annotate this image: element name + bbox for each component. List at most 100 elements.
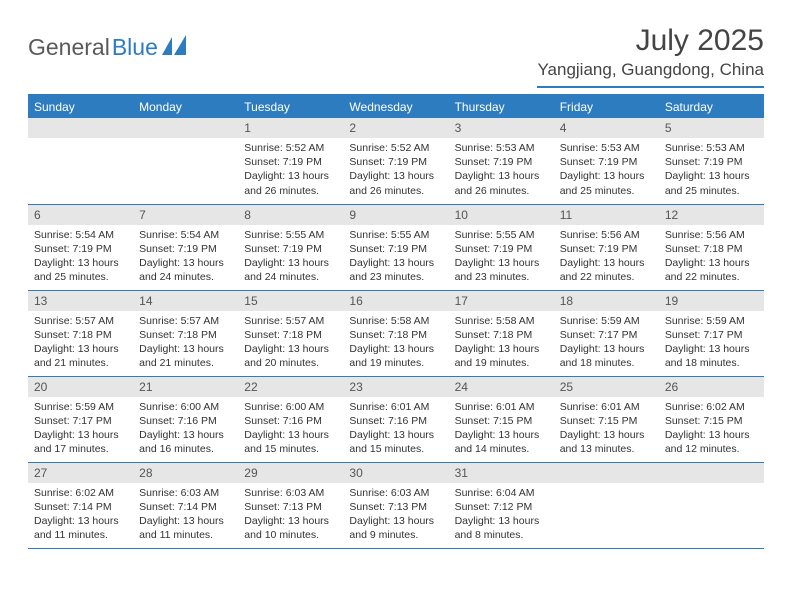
day-info bbox=[133, 138, 238, 194]
day-number bbox=[554, 463, 659, 483]
daylight-text: Daylight: 13 hours and 23 minutes. bbox=[455, 256, 548, 284]
sunrise-text: Sunrise: 5:54 AM bbox=[34, 228, 127, 242]
daylight-text: Daylight: 13 hours and 24 minutes. bbox=[139, 256, 232, 284]
day-info: Sunrise: 5:59 AMSunset: 7:17 PMDaylight:… bbox=[554, 311, 659, 375]
sunset-text: Sunset: 7:19 PM bbox=[560, 155, 653, 169]
sunset-text: Sunset: 7:18 PM bbox=[455, 328, 548, 342]
daylight-text: Daylight: 13 hours and 17 minutes. bbox=[34, 428, 127, 456]
calendar-cell: 1Sunrise: 5:52 AMSunset: 7:19 PMDaylight… bbox=[238, 118, 343, 204]
day-number: 22 bbox=[238, 377, 343, 397]
day-info: Sunrise: 6:01 AMSunset: 7:15 PMDaylight:… bbox=[449, 397, 554, 461]
day-number: 13 bbox=[28, 291, 133, 311]
day-info: Sunrise: 5:58 AMSunset: 7:18 PMDaylight:… bbox=[343, 311, 448, 375]
calendar-cell: 5Sunrise: 5:53 AMSunset: 7:19 PMDaylight… bbox=[659, 118, 764, 204]
day-number: 20 bbox=[28, 377, 133, 397]
calendar-cell bbox=[133, 118, 238, 204]
logo: GeneralBlue bbox=[28, 34, 188, 61]
sunrise-text: Sunrise: 5:56 AM bbox=[560, 228, 653, 242]
day-number: 12 bbox=[659, 205, 764, 225]
daylight-text: Daylight: 13 hours and 20 minutes. bbox=[244, 342, 337, 370]
calendar-row: 6Sunrise: 5:54 AMSunset: 7:19 PMDaylight… bbox=[28, 204, 764, 290]
calendar-cell: 20 Sunrise: 5:59 AMSunset: 7:17 PMDayligh… bbox=[28, 376, 133, 462]
day-info: Sunrise: 5:57 AMSunset: 7:18 PMDaylight:… bbox=[238, 311, 343, 375]
day-info: Sunrise: 5:53 AMSunset: 7:19 PMDaylight:… bbox=[449, 138, 554, 202]
daylight-text: Daylight: 13 hours and 10 minutes. bbox=[244, 514, 337, 542]
sunrise-text: Sunrise: 5:53 AM bbox=[665, 141, 758, 155]
day-info: Sunrise: 6:04 AMSunset: 7:12 PMDaylight:… bbox=[449, 483, 554, 547]
sunrise-text: Sunrise: 5:59 AM bbox=[560, 314, 653, 328]
day-info: Sunrise: 6:00 AMSunset: 7:16 PMDaylight:… bbox=[133, 397, 238, 461]
sunrise-text: Sunrise: 5:57 AM bbox=[139, 314, 232, 328]
sunset-text: Sunset: 7:19 PM bbox=[560, 242, 653, 256]
calendar-cell: 7Sunrise: 5:54 AMSunset: 7:19 PMDaylight… bbox=[133, 204, 238, 290]
daylight-text: Daylight: 13 hours and 22 minutes. bbox=[560, 256, 653, 284]
day-number: 7 bbox=[133, 205, 238, 225]
day-number: 9 bbox=[343, 205, 448, 225]
sunrise-text: Sunrise: 5:53 AM bbox=[560, 141, 653, 155]
day-info: Sunrise: 5:56 AMSunset: 7:19 PMDaylight:… bbox=[554, 225, 659, 289]
calendar-cell: 21Sunrise: 6:00 AMSunset: 7:16 PMDayligh… bbox=[133, 376, 238, 462]
day-info bbox=[659, 483, 764, 539]
sunset-text: Sunset: 7:19 PM bbox=[139, 242, 232, 256]
sunrise-text: Sunrise: 6:01 AM bbox=[349, 400, 442, 414]
daylight-text: Daylight: 13 hours and 11 minutes. bbox=[139, 514, 232, 542]
sunrise-text: Sunrise: 5:55 AM bbox=[349, 228, 442, 242]
header: GeneralBlue July 2025 Yangjiang, Guangdo… bbox=[28, 24, 764, 88]
sunrise-text: Sunrise: 5:53 AM bbox=[455, 141, 548, 155]
sunrise-text: Sunrise: 6:01 AM bbox=[560, 400, 653, 414]
daylight-text: Daylight: 13 hours and 18 minutes. bbox=[665, 342, 758, 370]
logo-text-blue: Blue bbox=[112, 34, 158, 61]
sunset-text: Sunset: 7:17 PM bbox=[560, 328, 653, 342]
calendar-row: 20Sunrise: 5:59 AMSunset: 7:17 PMDayligh… bbox=[28, 376, 764, 462]
page-title: July 2025 bbox=[537, 24, 764, 58]
day-info: Sunrise: 6:03 AMSunset: 7:13 PMDaylight:… bbox=[238, 483, 343, 547]
sunrise-text: Sunrise: 5:52 AM bbox=[244, 141, 337, 155]
sunset-text: Sunset: 7:19 PM bbox=[349, 155, 442, 169]
sunrise-text: Sunrise: 6:03 AM bbox=[139, 486, 232, 500]
daylight-text: Daylight: 13 hours and 23 minutes. bbox=[349, 256, 442, 284]
sunset-text: Sunset: 7:17 PM bbox=[34, 414, 127, 428]
sunset-text: Sunset: 7:18 PM bbox=[34, 328, 127, 342]
weekday-header: Thursday bbox=[449, 96, 554, 118]
day-info: Sunrise: 5:57 AMSunset: 7:18 PMDaylight:… bbox=[28, 311, 133, 375]
sunrise-text: Sunrise: 6:02 AM bbox=[34, 486, 127, 500]
sunset-text: Sunset: 7:13 PM bbox=[349, 500, 442, 514]
calendar-cell: 25Sunrise: 6:01 AMSunset: 7:15 PMDayligh… bbox=[554, 376, 659, 462]
day-number: 19 bbox=[659, 291, 764, 311]
daylight-text: Daylight: 13 hours and 16 minutes. bbox=[139, 428, 232, 456]
weekday-header: Wednesday bbox=[343, 96, 448, 118]
weekday-header: Friday bbox=[554, 96, 659, 118]
daylight-text: Daylight: 13 hours and 24 minutes. bbox=[244, 256, 337, 284]
day-number: 14 bbox=[133, 291, 238, 311]
calendar-cell: 16Sunrise: 5:58 AMSunset: 7:18 PMDayligh… bbox=[343, 290, 448, 376]
day-info: Sunrise: 5:57 AMSunset: 7:18 PMDaylight:… bbox=[133, 311, 238, 375]
day-number: 24 bbox=[449, 377, 554, 397]
sunrise-text: Sunrise: 5:57 AM bbox=[244, 314, 337, 328]
daylight-text: Daylight: 13 hours and 12 minutes. bbox=[665, 428, 758, 456]
sunset-text: Sunset: 7:19 PM bbox=[349, 242, 442, 256]
calendar-cell: 23Sunrise: 6:01 AMSunset: 7:16 PMDayligh… bbox=[343, 376, 448, 462]
calendar-cell bbox=[659, 462, 764, 548]
weekday-header: Sunday bbox=[28, 96, 133, 118]
calendar-cell: 2Sunrise: 5:52 AMSunset: 7:19 PMDaylight… bbox=[343, 118, 448, 204]
day-info: Sunrise: 5:59 AMSunset: 7:17 PMDaylight:… bbox=[659, 311, 764, 375]
daylight-text: Daylight: 13 hours and 26 minutes. bbox=[349, 169, 442, 197]
sunrise-text: Sunrise: 5:58 AM bbox=[349, 314, 442, 328]
day-number bbox=[28, 118, 133, 138]
day-number: 21 bbox=[133, 377, 238, 397]
calendar-cell: 26Sunrise: 6:02 AMSunset: 7:15 PMDayligh… bbox=[659, 376, 764, 462]
day-number: 10 bbox=[449, 205, 554, 225]
daylight-text: Daylight: 13 hours and 9 minutes. bbox=[349, 514, 442, 542]
sunrise-text: Sunrise: 6:02 AM bbox=[665, 400, 758, 414]
logo-text-general: General bbox=[28, 34, 110, 61]
sunrise-text: Sunrise: 5:59 AM bbox=[34, 400, 127, 414]
daylight-text: Daylight: 13 hours and 25 minutes. bbox=[560, 169, 653, 197]
day-info: Sunrise: 5:53 AMSunset: 7:19 PMDaylight:… bbox=[659, 138, 764, 202]
day-number: 18 bbox=[554, 291, 659, 311]
day-info: Sunrise: 5:55 AMSunset: 7:19 PMDaylight:… bbox=[449, 225, 554, 289]
weekday-header: Saturday bbox=[659, 96, 764, 118]
page: GeneralBlue July 2025 Yangjiang, Guangdo… bbox=[0, 0, 792, 569]
daylight-text: Daylight: 13 hours and 25 minutes. bbox=[34, 256, 127, 284]
sunrise-text: Sunrise: 5:59 AM bbox=[665, 314, 758, 328]
day-number bbox=[659, 463, 764, 483]
